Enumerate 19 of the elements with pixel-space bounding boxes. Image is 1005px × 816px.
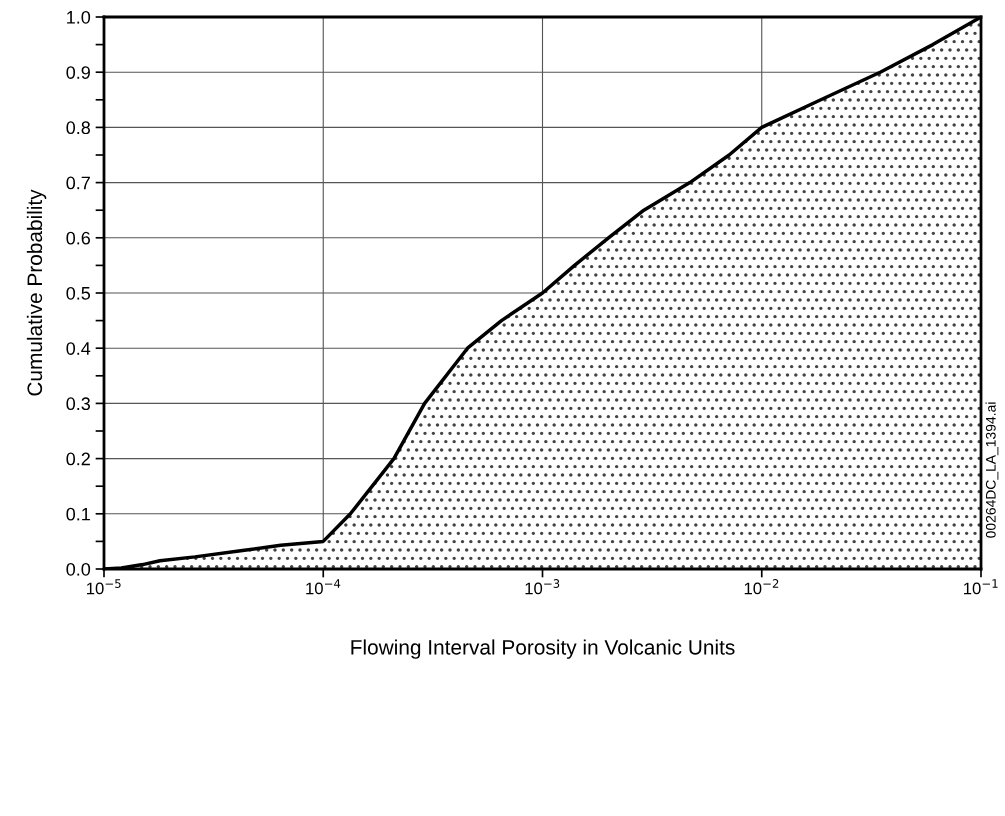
y-tick-label: 0.6 <box>66 231 91 245</box>
y-tick-label: 0.2 <box>66 452 90 466</box>
x-tick-label: 10$^{−5}$ <box>87 579 121 595</box>
y-tick-label: 0.3 <box>66 397 91 411</box>
y-tick-label: 1.0 <box>67 10 91 24</box>
y-tick-label: 0.5 <box>66 286 91 300</box>
y-axis-title: Cumulative Probability <box>26 189 47 396</box>
y-tick-label: 0.0 <box>66 562 91 576</box>
x-tick-label: 10$^{−1}$ <box>964 579 998 595</box>
y-tick-label: 0.1 <box>66 507 90 521</box>
y-tick-label: 0.7 <box>66 176 90 190</box>
x-tick-label: 10$^{−2}$ <box>744 579 779 595</box>
x-tick-label: 10$^{−3}$ <box>525 579 560 595</box>
y-tick-label: 0.8 <box>66 121 91 135</box>
x-tick-label: 10$^{−4}$ <box>306 579 341 595</box>
x-axis-title: Flowing Interval Porosity in Volcanic Units <box>351 639 735 659</box>
text: 00264DC_LA_1394.ai <box>985 402 999 538</box>
y-tick-label: 0.4 <box>66 342 91 355</box>
y-tick-label: 0.9 <box>66 66 90 79</box>
